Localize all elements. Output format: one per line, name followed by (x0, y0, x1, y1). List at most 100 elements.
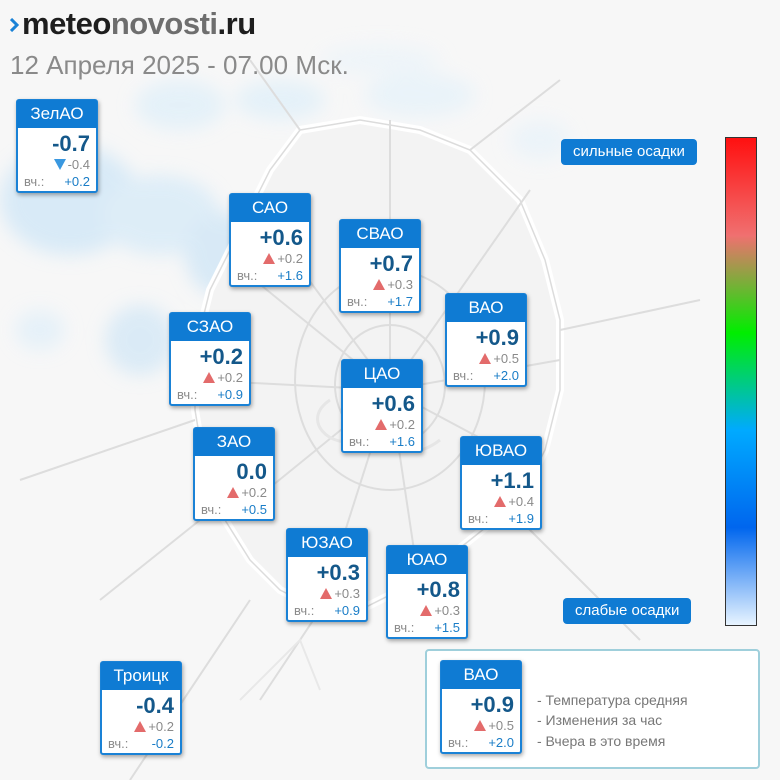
district-name: ЮВАО (461, 437, 541, 465)
precip-color-scale (725, 137, 757, 626)
district-name: ЮАО (387, 546, 467, 574)
district-card-szao[interactable]: СЗАО +0.2 +0.2 вч.: +0.9 (169, 312, 251, 406)
triangle-up-icon (203, 372, 216, 383)
district-hourly-change: +0.2 (227, 485, 267, 500)
district-yesterday: вч.: +0.2 (24, 174, 90, 189)
district-card-yuao[interactable]: ЮАО +0.8 +0.3 вч.: +1.5 (386, 545, 468, 639)
yesterday-value: +0.2 (64, 174, 90, 189)
precip-high-label: сильные осадки (561, 139, 697, 165)
district-hourly-change: +0.4 (494, 494, 534, 509)
district-hourly-change: +0.5 (479, 351, 519, 366)
triangle-up-icon (375, 419, 388, 430)
district-yesterday: вч.: +2.0 (453, 368, 519, 383)
district-card-cao[interactable]: ЦАО +0.6 +0.2 вч.: +1.6 (341, 359, 423, 453)
district-temperature: +0.6 (259, 225, 303, 250)
district-temperature: +0.3 (316, 560, 360, 585)
yesterday-label: вч.: (201, 502, 222, 517)
district-yesterday: вч.: +1.5 (394, 620, 460, 635)
district-hourly-change: +0.3 (420, 603, 460, 618)
district-temperature: -0.7 (52, 131, 90, 156)
district-hourly-change: +0.2 (203, 370, 243, 385)
yesterday-value: +0.9 (217, 387, 243, 402)
yesterday-label: вч.: (453, 368, 474, 383)
district-temperature: -0.4 (136, 693, 174, 718)
yesterday-value: -0.2 (151, 736, 174, 751)
triangle-up-icon (420, 605, 433, 616)
district-yesterday: вч.: +1.6 (237, 268, 303, 283)
triangle-up-icon (494, 496, 507, 507)
yesterday-value: +0.5 (241, 502, 267, 517)
legend-panel: ВАО +0.9 +0.5 вч.: +2.0 - Температура сре… (425, 649, 760, 769)
district-yesterday: вч.: +0.9 (177, 387, 243, 402)
yesterday-label: вч.: (108, 736, 129, 751)
district-card-yuvao[interactable]: ЮВАО +1.1 +0.4 вч.: +1.9 (460, 436, 542, 530)
change-value: +0.2 (389, 417, 415, 432)
triangle-up-icon (227, 487, 240, 498)
district-temperature: +0.9 (475, 325, 519, 350)
change-value: +0.2 (277, 251, 303, 266)
district-hourly-change: +0.3 (373, 277, 413, 292)
logo-text-novosti: novosti (110, 6, 218, 41)
triangle-up-icon (263, 253, 276, 264)
legend-sample-name: ВАО (441, 661, 521, 689)
yesterday-value: +1.7 (387, 294, 413, 309)
yesterday-label: вч.: (349, 434, 370, 449)
yesterday-label: вч.: (24, 174, 45, 189)
yesterday-label: вч.: (468, 511, 489, 526)
change-value: +0.5 (488, 718, 514, 733)
yesterday-label: вч.: (294, 603, 315, 618)
district-card-svao[interactable]: СВАО +0.7 +0.3 вч.: +1.7 (339, 219, 421, 313)
triangle-up-icon (474, 720, 487, 731)
district-name: ЮЗАО (287, 529, 367, 557)
triangle-down-icon (53, 159, 66, 170)
change-value: -0.4 (67, 157, 90, 172)
district-temperature: +0.8 (416, 577, 460, 602)
legend-line-yesterday: - Вчера в это время (537, 733, 666, 749)
district-hourly-change: -0.4 (53, 157, 90, 172)
district-yesterday: вч.: +1.6 (349, 434, 415, 449)
triangle-up-icon (134, 721, 147, 732)
district-temperature: 0.0 (236, 459, 267, 484)
legend-sample-yesterday: вч.: +2.0 (448, 735, 514, 750)
district-card-vao[interactable]: ВАО +0.9 +0.5 вч.: +2.0 (445, 293, 527, 387)
logo-text-meteo: meteo (22, 6, 111, 41)
triangle-up-icon (479, 353, 492, 364)
district-hourly-change: +0.3 (320, 586, 360, 601)
district-yesterday: вч.: +0.9 (294, 603, 360, 618)
change-value: +0.3 (434, 603, 460, 618)
yesterday-label: вч.: (237, 268, 258, 283)
district-temperature: +1.1 (490, 468, 534, 493)
change-value: +0.5 (493, 351, 519, 366)
district-yesterday: вч.: +0.5 (201, 502, 267, 517)
district-name: ВАО (446, 294, 526, 322)
legend-sample-temperature: +0.9 (470, 692, 514, 717)
district-temperature: +0.2 (199, 344, 243, 369)
district-name: СВАО (340, 220, 420, 248)
district-card-zao[interactable]: ЗАО 0.0 +0.2 вч.: +0.5 (193, 427, 275, 521)
change-value: +0.3 (387, 277, 413, 292)
district-card-yuzao[interactable]: ЮЗАО +0.3 +0.3 вч.: +0.9 (286, 528, 368, 622)
forecast-datetime: 12 Апреля 2025 - 07.00 Мск. (10, 50, 349, 80)
yesterday-value: +2.0 (488, 735, 514, 750)
district-temperature: +0.6 (371, 391, 415, 416)
change-value: +0.4 (508, 494, 534, 509)
change-value: +0.2 (217, 370, 243, 385)
district-card-zelao[interactable]: ЗелАО -0.7 -0.4 вч.: +0.2 (16, 99, 98, 193)
yesterday-value: +1.6 (389, 434, 415, 449)
district-name: САО (230, 194, 310, 222)
district-card-troitsk[interactable]: Троицк -0.4 +0.2 вч.: -0.2 (100, 661, 182, 755)
change-value: +0.2 (148, 719, 174, 734)
precip-low-label: слабые осадки (563, 598, 692, 624)
district-card-sao[interactable]: САО +0.6 +0.2 вч.: +1.6 (229, 193, 311, 287)
district-name: Троицк (101, 662, 181, 690)
yesterday-value: +1.9 (508, 511, 534, 526)
district-name: СЗАО (170, 313, 250, 341)
district-yesterday: вч.: -0.2 (108, 736, 174, 751)
site-logo[interactable]: meteonovosti.ru (10, 6, 256, 42)
legend-sample-card: ВАО +0.9 +0.5 вч.: +2.0 (440, 660, 522, 754)
change-value: +0.2 (241, 485, 267, 500)
yesterday-label: вч.: (347, 294, 368, 309)
legend-sample-change: +0.5 (474, 718, 514, 733)
district-hourly-change: +0.2 (263, 251, 303, 266)
district-yesterday: вч.: +1.9 (468, 511, 534, 526)
